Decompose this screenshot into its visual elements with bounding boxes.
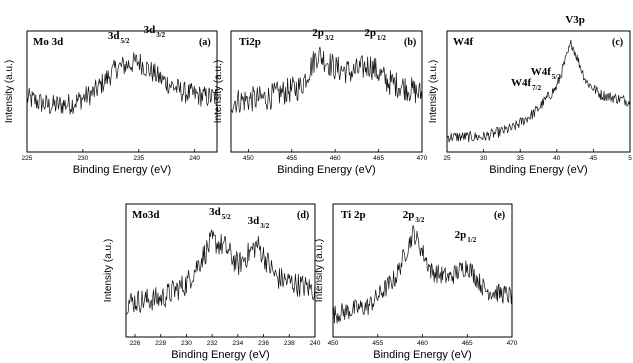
element-label: Ti2p: [239, 36, 261, 48]
x-axis-label: Binding Energy (eV): [277, 164, 375, 176]
x-tick-label: 230: [181, 340, 192, 347]
plot-frame: [125, 203, 316, 338]
x-tick-label: 450: [243, 155, 254, 162]
peak-annotation: 2p3/2: [403, 209, 425, 224]
plot-frame: [26, 30, 218, 153]
x-tick-label: 470: [417, 155, 428, 162]
x-tick-label: 236: [258, 340, 269, 347]
x-tick-label: 232: [207, 340, 218, 347]
panel-tag: (d): [297, 210, 309, 221]
x-tick-label: 234: [232, 340, 243, 347]
peak-annotation: 3d5/2: [209, 206, 231, 221]
y-axis-label: Intensity (a.u.): [213, 60, 224, 123]
x-tick-label: 450: [328, 340, 339, 347]
peak-annotation: 3d3/2: [144, 24, 166, 39]
element-label: Ti 2p: [341, 209, 366, 221]
x-tick-label: 240: [310, 340, 321, 347]
x-axis-label: Binding Energy (eV): [171, 349, 269, 361]
x-tick-label: 45: [590, 155, 598, 162]
x-axis-label: Binding Energy (eV): [73, 164, 171, 176]
spectrum-line: [125, 229, 316, 315]
element-label: W4f: [453, 36, 474, 48]
plot-frame: [446, 30, 631, 153]
panel-d: 226 228 230 232 234 236 238 240 Mo3d (d) 3d5/2 3d3/…: [103, 203, 321, 361]
panel-tag: (a): [199, 37, 211, 48]
x-tick-label: 460: [417, 340, 428, 347]
peak-annotation: 2p1/2: [455, 229, 477, 244]
x-tick-label: 470: [507, 340, 518, 347]
x-tick-label: 25: [443, 155, 451, 162]
x-tick-label: 5: [628, 155, 632, 162]
x-axis-label: Binding Energy (eV): [489, 164, 587, 176]
x-tick-label: 455: [372, 340, 383, 347]
x-tick-label: 465: [373, 155, 384, 162]
y-axis-label: Intensity (a.u.): [4, 60, 15, 123]
x-tick-label: 240: [189, 155, 200, 162]
peak-annotation: 2p3/2: [312, 27, 334, 42]
plot-frame: [230, 30, 423, 153]
element-label: Mo 3d: [33, 36, 63, 48]
peak-annotation: 3d3/2: [248, 215, 270, 230]
x-tick-label: 30: [480, 155, 488, 162]
peak-annotation: V3p: [565, 14, 585, 26]
panel-a: 225 230 235 240 Mo 3d (a) 3d5/2 3d3/2 Binding En…: [4, 24, 218, 176]
y-axis-label: Intensity (a.u.): [314, 239, 325, 302]
spectrum-line: [26, 52, 218, 115]
y-axis-label: Intensity (a.u.): [428, 60, 439, 123]
x-axis-label: Binding Energy (eV): [373, 349, 471, 361]
peak-annotation: 3d5/2: [108, 30, 130, 45]
spectrum-line: [446, 39, 631, 143]
element-label: Mo3d: [132, 209, 160, 221]
x-tick-label: 230: [77, 155, 88, 162]
x-tick-label: 228: [155, 340, 166, 347]
x-tick-label: 225: [22, 155, 33, 162]
x-tick-label: 238: [284, 340, 295, 347]
spectrum-line: [230, 46, 423, 114]
peak-annotation: W4f5/2: [531, 66, 562, 81]
x-tick-label: 235: [133, 155, 144, 162]
x-tick-label: 465: [462, 340, 473, 347]
x-tick-label: 460: [330, 155, 341, 162]
panel-tag: (c): [612, 37, 623, 48]
x-tick-label: 40: [553, 155, 561, 162]
panel-b: 450 455 460 465 470 Ti2p (b) 2p3/2 2p1/2 Binding …: [213, 27, 428, 176]
panel-tag: (b): [404, 37, 416, 48]
spectrum-line: [332, 225, 513, 324]
x-tick-label: 226: [130, 340, 141, 347]
x-tick-label: 455: [286, 155, 297, 162]
x-tick-label: 35: [517, 155, 525, 162]
y-axis-label: Intensity (a.u.): [103, 239, 114, 302]
peak-annotation: W4f7/2: [511, 77, 542, 92]
panel-tag: (e): [494, 210, 505, 221]
panel-e: 450 455 460 465 470 Ti 2p (e) 2p3/2 2p1/2 Binding…: [314, 203, 518, 361]
peak-annotation: 2p1/2: [364, 27, 386, 42]
